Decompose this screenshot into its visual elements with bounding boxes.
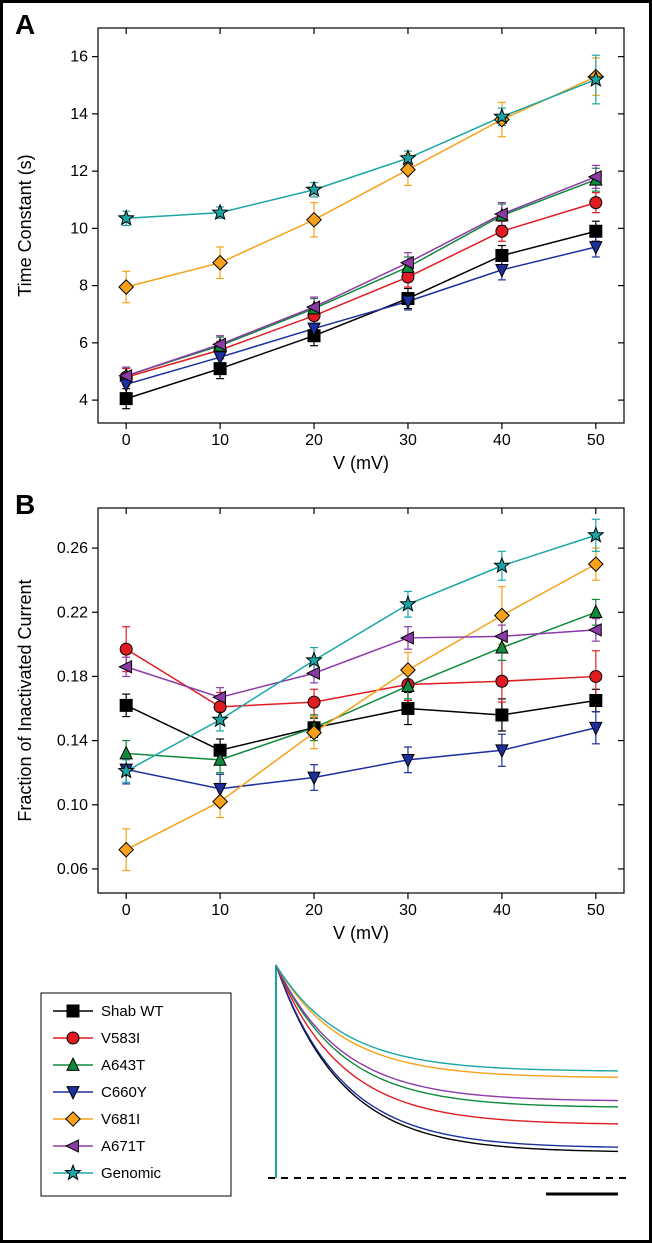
legend-label: Shab WT [101, 1003, 164, 1020]
panel-a: A 0 10 20 30 40 50 4 6 8 10 12 14 16 V (mV) Time Const… [3, 3, 649, 483]
svg-text:Time Constant (s): Time Constant (s) [15, 154, 35, 296]
svg-text:10: 10 [211, 902, 229, 919]
svg-text:30: 30 [399, 902, 417, 919]
svg-text:20: 20 [305, 902, 323, 919]
legend-label: V583I [101, 1030, 140, 1047]
svg-text:0.18: 0.18 [57, 668, 88, 685]
legend-label: A671T [101, 1138, 145, 1155]
svg-text:20: 20 [305, 432, 323, 449]
panel-b-chart: 0 10 20 30 40 50 0.06 0.10 0.14 0.18 0.22 0.26 V (mV… [3, 483, 649, 953]
svg-text:10: 10 [211, 432, 229, 449]
svg-text:10: 10 [70, 220, 88, 237]
svg-text:50: 50 [587, 432, 605, 449]
svg-text:4: 4 [79, 392, 88, 409]
svg-text:40: 40 [493, 432, 511, 449]
svg-text:0: 0 [122, 902, 131, 919]
legend-label: C660Y [101, 1084, 147, 1101]
bottom-region: Shab WT V583I A643T C660Y V681I A671T Genomic [3, 953, 649, 1240]
svg-text:6: 6 [79, 335, 88, 352]
svg-text:12: 12 [70, 163, 88, 180]
svg-text:30: 30 [399, 432, 417, 449]
svg-text:0.26: 0.26 [57, 540, 88, 557]
svg-text:0.22: 0.22 [57, 604, 88, 621]
panel-a-label: A [15, 9, 35, 41]
svg-text:0: 0 [122, 432, 131, 449]
svg-text:0.10: 0.10 [57, 797, 88, 814]
svg-text:14: 14 [70, 106, 88, 123]
svg-text:16: 16 [70, 49, 88, 66]
svg-text:8: 8 [79, 278, 88, 295]
panel-b-label: B [15, 489, 35, 521]
svg-text:50: 50 [587, 902, 605, 919]
legend-label: Genomic [101, 1165, 162, 1182]
legend-label: V681I [101, 1111, 140, 1128]
svg-text:0.06: 0.06 [57, 861, 88, 878]
legend-and-inset: Shab WT V583I A643T C660Y V681I A671T Genomic [3, 953, 649, 1240]
panel-a-chart: 0 10 20 30 40 50 4 6 8 10 12 14 16 V (mV) Time Constan… [3, 3, 649, 483]
panel-b: B 0 10 20 30 40 50 0.06 0.10 0.14 0.18 0.22 0.26 V (… [3, 483, 649, 953]
svg-text:Fraction of Inactivated Curren: Fraction of Inactivated Current [15, 579, 35, 821]
svg-text:40: 40 [493, 902, 511, 919]
svg-text:V (mV): V (mV) [333, 923, 389, 943]
legend-label: A643T [101, 1057, 145, 1074]
svg-text:0.14: 0.14 [57, 733, 88, 750]
svg-text:V (mV): V (mV) [333, 453, 389, 473]
